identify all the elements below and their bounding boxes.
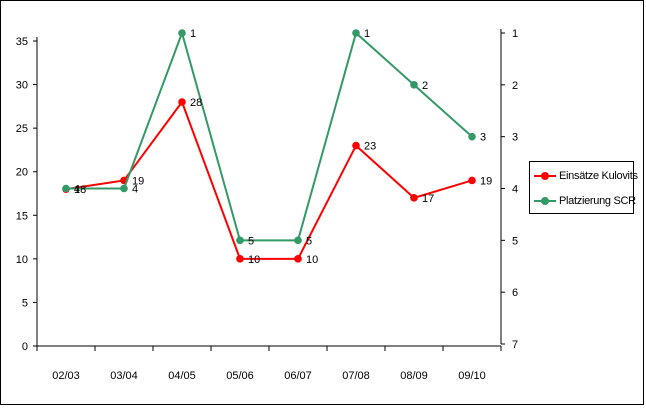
right-axis-tick-label: 3: [512, 132, 518, 144]
x-axis-tick-label: 09/10: [458, 370, 486, 382]
data-label-series-2: 1: [190, 28, 196, 40]
data-point-series-2: [468, 132, 476, 141]
right-axis-tick-label: 6: [512, 287, 518, 299]
x-axis-tick-label: 07/08: [342, 370, 370, 382]
x-axis-tick-label: 05/06: [226, 370, 254, 382]
right-axis-tick-label: 2: [512, 80, 518, 92]
legend-swatch-series-2: [534, 194, 556, 208]
left-axis-tick-label: 20: [16, 167, 28, 179]
x-axis-tick-label: 06/07: [284, 370, 312, 382]
left-axis-tick-label: 5: [22, 297, 28, 309]
data-point-series-1: [410, 194, 418, 202]
data-label-series-2: 1: [364, 28, 370, 40]
data-label-series-1: 10: [306, 254, 318, 266]
legend-marker-series-2: [541, 197, 549, 205]
series-layer: [62, 29, 476, 263]
data-label-series-1: 17: [422, 193, 434, 205]
data-label-series-1: 28: [190, 97, 202, 109]
data-point-series-2: [294, 236, 302, 245]
legend-label-series-2: Platzierung SCR: [559, 195, 636, 207]
data-point-series-1: [294, 255, 302, 263]
x-axis-tick-label: 02/03: [52, 370, 80, 382]
data-label-series-2: 2: [422, 80, 428, 92]
data-point-series-2: [352, 29, 360, 37]
left-axis-tick-label: 35: [16, 36, 28, 48]
data-label-series-2: 5: [248, 235, 254, 247]
legend-swatch-series-1: [534, 169, 556, 183]
data-point-series-2: [236, 236, 244, 245]
data-label-series-2: 3: [480, 132, 486, 144]
series-line-2: [66, 29, 473, 242]
data-label-series-1: 19: [132, 175, 144, 187]
data-point-series-1: [178, 98, 186, 106]
legend-marker-series-1: [541, 172, 549, 180]
left-axis-tick-label: 15: [16, 210, 28, 222]
data-point-series-1: [236, 255, 244, 263]
left-axis-tick-label: 10: [16, 254, 28, 266]
legend: Einsätze Kulovits Platzierung SCR: [529, 161, 638, 214]
x-axis-tick-label: 08/09: [400, 370, 428, 382]
legend-item-series-1: Einsätze Kulovits: [534, 169, 638, 183]
data-label-series-2: 4: [74, 184, 80, 196]
x-axis-tick-label: 03/04: [110, 370, 138, 382]
left-axis-tick-label: 30: [16, 80, 28, 92]
data-label-series-2: 4: [132, 184, 138, 196]
data-label-series-2: 5: [306, 235, 312, 247]
legend-label-series-1: Einsätze Kulovits: [559, 170, 638, 182]
data-point-series-1: [468, 176, 476, 185]
left-axis-tick-label: 25: [16, 123, 28, 135]
right-axis-tick-label: 1: [512, 28, 518, 40]
right-axis-tick-label: 5: [512, 235, 518, 247]
data-point-series-2: [178, 29, 186, 37]
data-label-series-1: 18: [74, 184, 86, 196]
data-label-series-1: 19: [480, 175, 492, 187]
legend-item-series-2: Platzierung SCR: [534, 194, 636, 208]
right-axis-tick-label: 4: [512, 184, 518, 196]
x-axis-tick-label: 04/05: [168, 370, 196, 382]
data-label-series-1: 10: [248, 254, 260, 266]
left-axis-tick-label: 0: [22, 341, 28, 353]
data-label-series-1: 23: [364, 141, 376, 153]
data-point-series-1: [352, 141, 360, 150]
series-line-1: [65, 99, 473, 260]
data-point-series-2: [410, 81, 418, 89]
data-point-series-2: [120, 184, 128, 193]
data-point-series-2: [62, 184, 70, 193]
right-axis-tick-label: 7: [512, 339, 518, 351]
